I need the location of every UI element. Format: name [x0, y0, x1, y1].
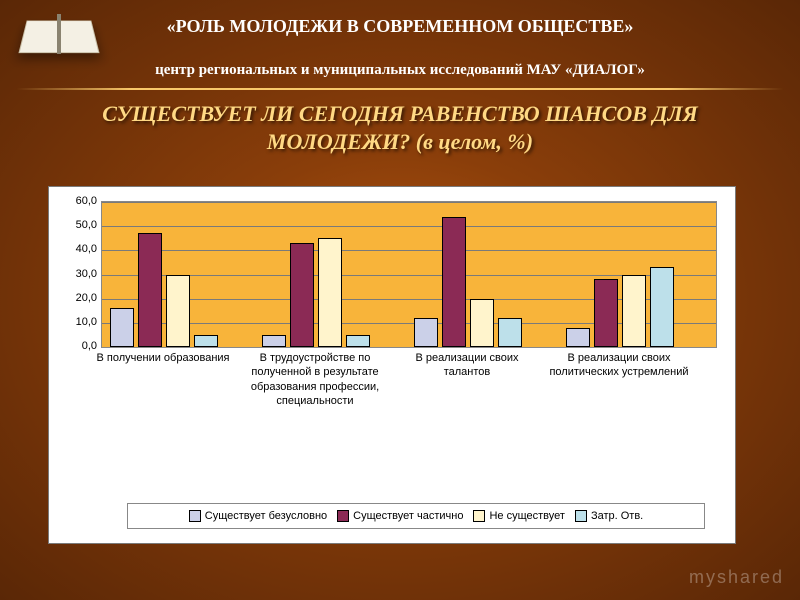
legend-label: Затр. Отв.: [591, 510, 643, 522]
bar: [650, 267, 674, 347]
bar: [498, 318, 522, 347]
y-tick-label: 40,0: [57, 243, 97, 255]
legend-item: Не существует: [473, 510, 564, 522]
plot-area: [101, 201, 717, 348]
bar-group: [110, 233, 218, 347]
watermark: myshared: [689, 567, 784, 588]
bar-group: [262, 238, 370, 347]
legend: Существует безусловно Существует частично…: [127, 503, 705, 529]
bar: [262, 335, 286, 347]
legend-label: Существует безусловно: [205, 510, 327, 522]
bar: [318, 238, 342, 347]
gridline: [102, 202, 716, 203]
y-tick-label: 20,0: [57, 292, 97, 304]
y-tick-label: 10,0: [57, 316, 97, 328]
legend-label: Существует частично: [353, 510, 463, 522]
legend-swatch: [337, 510, 349, 522]
x-tick-label: В получении образования: [88, 351, 238, 365]
slide-subtitle: центр региональных и муниципальных иссле…: [0, 62, 800, 79]
chart-question: СУЩЕСТВУЕТ ЛИ СЕГОДНЯ РАВЕНСТВО ШАНСОВ Д…: [60, 100, 740, 155]
bar: [470, 299, 494, 347]
gridline: [102, 226, 716, 227]
bar-group: [414, 217, 522, 348]
legend-swatch: [189, 510, 201, 522]
bar: [442, 217, 466, 348]
x-tick-label: В реализации своих политических устремле…: [544, 351, 694, 380]
y-tick-label: 30,0: [57, 268, 97, 280]
x-tick-label: В трудоустройстве по полученной в резуль…: [240, 351, 390, 408]
slide-title: «РОЛЬ МОЛОДЕЖИ В СОВРЕМЕННОМ ОБЩЕСТВЕ»: [0, 16, 800, 37]
legend-item: Существует безусловно: [189, 510, 327, 522]
x-tick-label: В реализации своих талантов: [392, 351, 542, 380]
bar: [566, 328, 590, 347]
legend-label: Не существует: [489, 510, 564, 522]
legend-swatch: [575, 510, 587, 522]
bar: [290, 243, 314, 347]
header-divider: [16, 88, 784, 90]
bar: [194, 335, 218, 347]
bar: [166, 275, 190, 348]
chart-container: Существует безусловно Существует частично…: [48, 186, 736, 544]
slide: «РОЛЬ МОЛОДЕЖИ В СОВРЕМЕННОМ ОБЩЕСТВЕ» ц…: [0, 0, 800, 600]
legend-item: Существует частично: [337, 510, 463, 522]
legend-item: Затр. Отв.: [575, 510, 643, 522]
bar-group: [566, 267, 674, 347]
y-tick-label: 50,0: [57, 219, 97, 231]
bar: [110, 308, 134, 347]
bar: [594, 279, 618, 347]
bar: [622, 275, 646, 348]
bar: [414, 318, 438, 347]
bar: [138, 233, 162, 347]
y-tick-label: 60,0: [57, 195, 97, 207]
legend-swatch: [473, 510, 485, 522]
bar: [346, 335, 370, 347]
